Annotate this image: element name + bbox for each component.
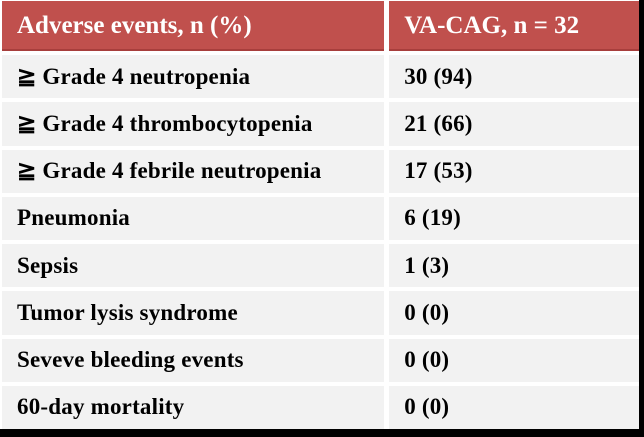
- event-value-cell: 21 (66): [389, 102, 639, 146]
- event-label-cell: Sepsis: [2, 244, 385, 288]
- table-row: ≧ Grade 4 thrombocytopenia 21 (66): [2, 102, 639, 146]
- table-row: ≧ Grade 4 febrile neutropenia 17 (53): [2, 149, 639, 193]
- event-value-cell: 17 (53): [389, 149, 639, 193]
- event-value-cell: 0 (0): [389, 291, 639, 335]
- header-cell-adverse-events: Adverse events, n (%): [2, 1, 385, 52]
- event-label-cell: 60-day mortality: [2, 385, 385, 430]
- table-row: Seveve bleeding events 0 (0): [2, 338, 639, 382]
- table-row: ≧ Grade 4 neutropenia 30 (94): [2, 55, 639, 99]
- event-label-cell: Pneumonia: [2, 196, 385, 241]
- event-label-cell: ≧ Grade 4 thrombocytopenia: [2, 102, 385, 146]
- event-value-cell: 30 (94): [389, 55, 639, 99]
- table-row: Tumor lysis syndrome 0 (0): [2, 291, 639, 335]
- event-value-cell: 6 (19): [389, 196, 639, 241]
- table-row: Sepsis 1 (3): [2, 244, 639, 288]
- table-row: Pneumonia 6 (19): [2, 196, 639, 241]
- event-value-cell: 0 (0): [389, 338, 639, 382]
- adverse-events-table: Adverse events, n (%) VA-CAG, n = 32 ≧ G…: [2, 1, 639, 430]
- event-label-cell: ≧ Grade 4 neutropenia: [2, 55, 385, 99]
- event-value-cell: 0 (0): [389, 385, 639, 430]
- table-row: 60-day mortality 0 (0): [2, 385, 639, 430]
- event-label-cell: ≧ Grade 4 febrile neutropenia: [2, 149, 385, 193]
- event-label-cell: Seveve bleeding events: [2, 338, 385, 382]
- table-header-row: Adverse events, n (%) VA-CAG, n = 32: [2, 1, 639, 52]
- event-label-cell: Tumor lysis syndrome: [2, 291, 385, 335]
- header-cell-cohort: VA-CAG, n = 32: [389, 1, 639, 52]
- event-value-cell: 1 (3): [389, 244, 639, 288]
